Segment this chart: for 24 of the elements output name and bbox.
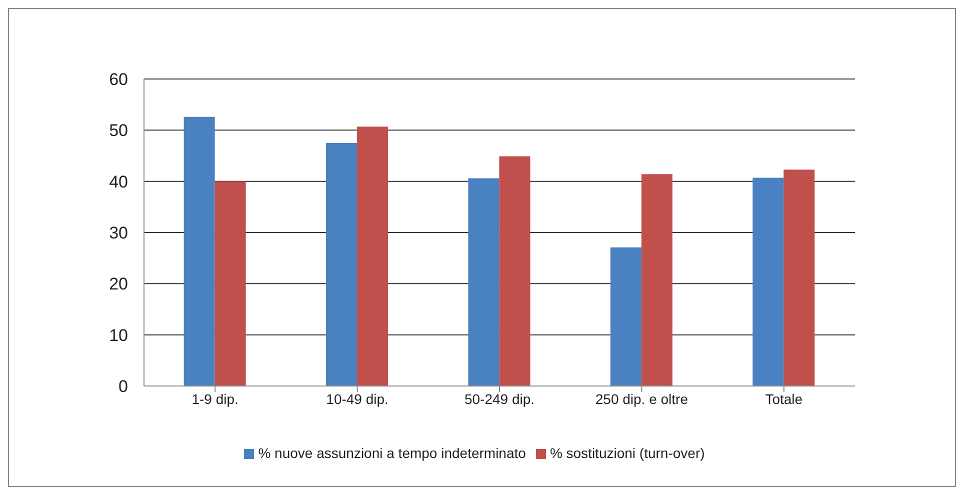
y-tick-label: 60 [109,70,128,90]
legend-label: % nuove assunzioni a tempo indeterminato [258,445,526,461]
bar [752,178,784,386]
y-tick-label: 10 [109,326,128,345]
y-tick-label: 20 [109,274,128,294]
bar [468,178,500,386]
bar [784,170,815,386]
y-tick-label: 30 [109,224,128,243]
bar [214,181,246,386]
y-tick-label: 50 [109,121,128,140]
x-tick-label: 250 dip. e oltre [595,390,688,407]
bar [499,156,530,386]
bar [184,116,215,386]
x-tick-label: 1-9 dip. [192,390,238,407]
bar [641,174,672,386]
legend-label: % sostituzioni (turn-over) [550,445,705,461]
x-tick-label: 10-49 dip. [326,390,388,407]
y-tick-label: 0 [118,377,128,396]
x-tick-label: 50-249 dip. [464,390,535,407]
bar [610,247,642,386]
bar [357,126,388,386]
x-tick-label: Totale [765,390,803,407]
bar [326,142,358,386]
y-tick-label: 40 [109,172,128,192]
